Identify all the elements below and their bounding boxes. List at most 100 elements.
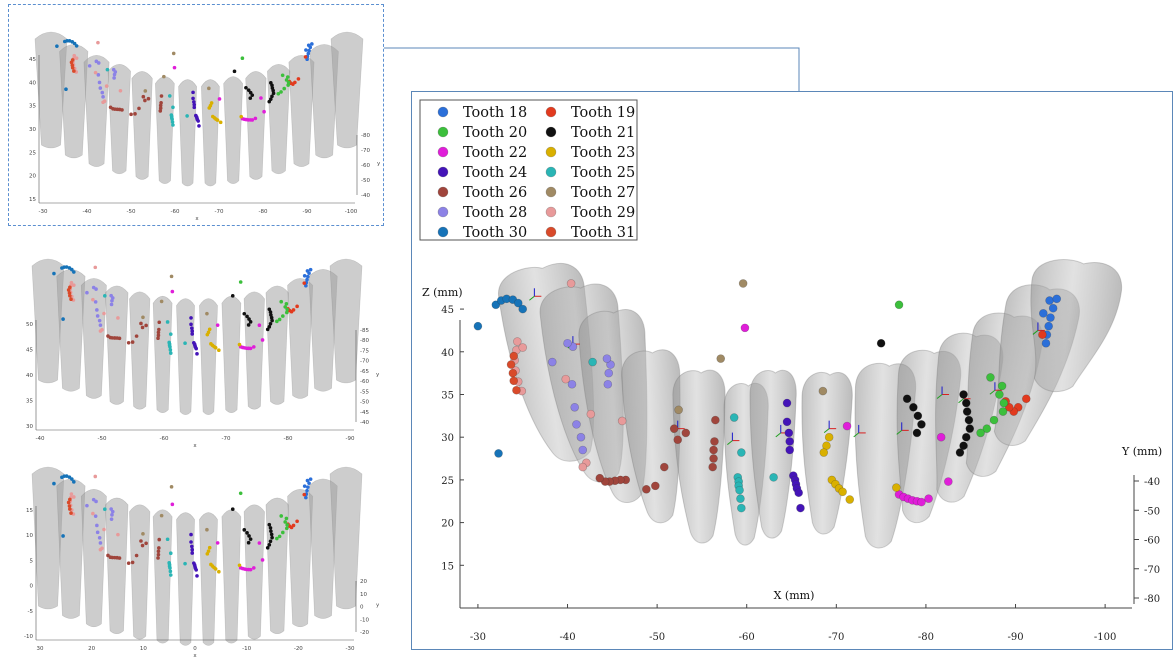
data-point: [168, 332, 173, 336]
data-point: [961, 398, 971, 408]
z-tick-label: 40: [441, 348, 454, 359]
data-point: [144, 323, 148, 328]
legend-marker: [545, 146, 557, 158]
legend-entry: Tooth 28: [437, 205, 527, 221]
data-point: [736, 494, 745, 503]
data-point: [295, 304, 299, 309]
data-point: [253, 116, 258, 121]
data-point: [246, 323, 251, 327]
data-point: [248, 567, 253, 572]
thumbnail-right-tick: -40: [361, 193, 370, 199]
data-point: [924, 494, 933, 503]
z-tick-label: 20: [441, 519, 454, 530]
data-point: [270, 535, 274, 540]
thumbnail-right-tick: -55: [360, 389, 369, 395]
tooth-model: [83, 54, 110, 167]
data-point: [103, 507, 107, 512]
legend-marker: [545, 106, 557, 118]
data-point: [156, 330, 161, 335]
data-point: [936, 432, 946, 442]
data-point: [192, 105, 197, 110]
data-point: [962, 407, 972, 416]
thumbnail-left-tick: 35: [26, 399, 33, 405]
tooth-model: [1030, 259, 1123, 393]
tooth-model: [245, 71, 267, 180]
data-point: [281, 314, 285, 318]
thumbnail-right-tick: -50: [360, 400, 369, 406]
data-point: [824, 432, 834, 442]
thumbnail-axes: 15 10 5 0 -5 -10 30 20 10 0 -10 -20 -30 x 20 10 0 -10 -20 y: [24, 506, 380, 659]
thumbnail-top-view: 45 40 35 30 25 20 15 -30 -40 -50 -60 -70 -80 -90 -100 x…: [8, 4, 384, 226]
data-point: [794, 488, 803, 498]
data-point: [267, 543, 272, 547]
data-point: [112, 76, 116, 80]
data-point: [244, 85, 248, 90]
data-point: [280, 73, 285, 78]
x-tick-label: -30: [470, 632, 486, 643]
data-point: [284, 302, 289, 306]
data-point: [959, 441, 968, 451]
data-point: [239, 114, 244, 119]
data-point: [659, 462, 669, 472]
tooth-model: [287, 488, 314, 628]
legend-label: Tooth 27: [571, 185, 635, 201]
data-point: [909, 402, 918, 412]
tooth-model: [621, 349, 681, 524]
tooth-model: [672, 369, 726, 544]
data-point: [93, 514, 98, 518]
data-point: [513, 337, 522, 346]
data-point: [158, 109, 163, 113]
data-point: [130, 560, 135, 565]
data-point: [838, 487, 847, 497]
tooth-model: [34, 31, 68, 149]
data-point: [307, 48, 311, 53]
tooth-model: [105, 285, 129, 405]
thumbnail-bottom-tick: -80: [259, 209, 268, 215]
data-point: [305, 488, 309, 493]
y-tick-label: -80: [1144, 594, 1160, 605]
main-scatter-plot: 15 20 25 30 35 40 45 -30 -40 -50 -60 -70 -80 -90 -100 -…: [419, 99, 1162, 643]
x-tick-label: -40: [559, 632, 575, 643]
data-point: [156, 552, 161, 557]
x-tick-label: -90: [1007, 632, 1023, 643]
legend-label: Tooth 18: [463, 105, 527, 121]
legend-label: Tooth 22: [463, 145, 527, 161]
data-point: [101, 95, 105, 99]
data-point: [189, 540, 193, 544]
data-point: [72, 41, 77, 46]
tooth-model: [221, 509, 242, 644]
data-point: [70, 267, 74, 272]
thumbnail-bottom-tick: -30: [39, 209, 48, 215]
data-point: [892, 483, 901, 492]
legend-marker: [545, 206, 557, 218]
data-point: [218, 120, 223, 125]
data-point: [248, 346, 253, 351]
data-point: [192, 100, 196, 104]
data-point: [140, 325, 145, 330]
legend-marker: [437, 106, 449, 118]
legend-entry: Tooth 24: [437, 165, 527, 181]
legend-entry: Tooth 27: [545, 185, 635, 201]
data-point: [72, 283, 76, 287]
data-point: [64, 265, 69, 269]
data-point: [156, 333, 161, 338]
data-point: [269, 313, 273, 317]
data-point: [265, 327, 270, 332]
legend-label: Tooth 23: [571, 145, 635, 161]
data-point: [97, 318, 102, 323]
thumbnail-right-tick: 0: [360, 605, 364, 611]
data-point: [737, 448, 746, 457]
tooth-model: [288, 54, 315, 167]
legend-entry: Tooth 30: [437, 225, 527, 241]
data-point: [271, 88, 275, 93]
data-point: [141, 315, 145, 320]
data-point: [669, 424, 679, 433]
z-tick-label: 45: [441, 305, 454, 316]
thumbnail-left-tick: 30: [29, 127, 36, 133]
tooth-model: [131, 71, 153, 180]
legend-entry: Tooth 19: [545, 105, 635, 121]
thumbnail-y-label: y: [377, 161, 381, 167]
data-point: [912, 428, 922, 438]
data-point: [284, 310, 289, 315]
data-point: [168, 348, 173, 352]
